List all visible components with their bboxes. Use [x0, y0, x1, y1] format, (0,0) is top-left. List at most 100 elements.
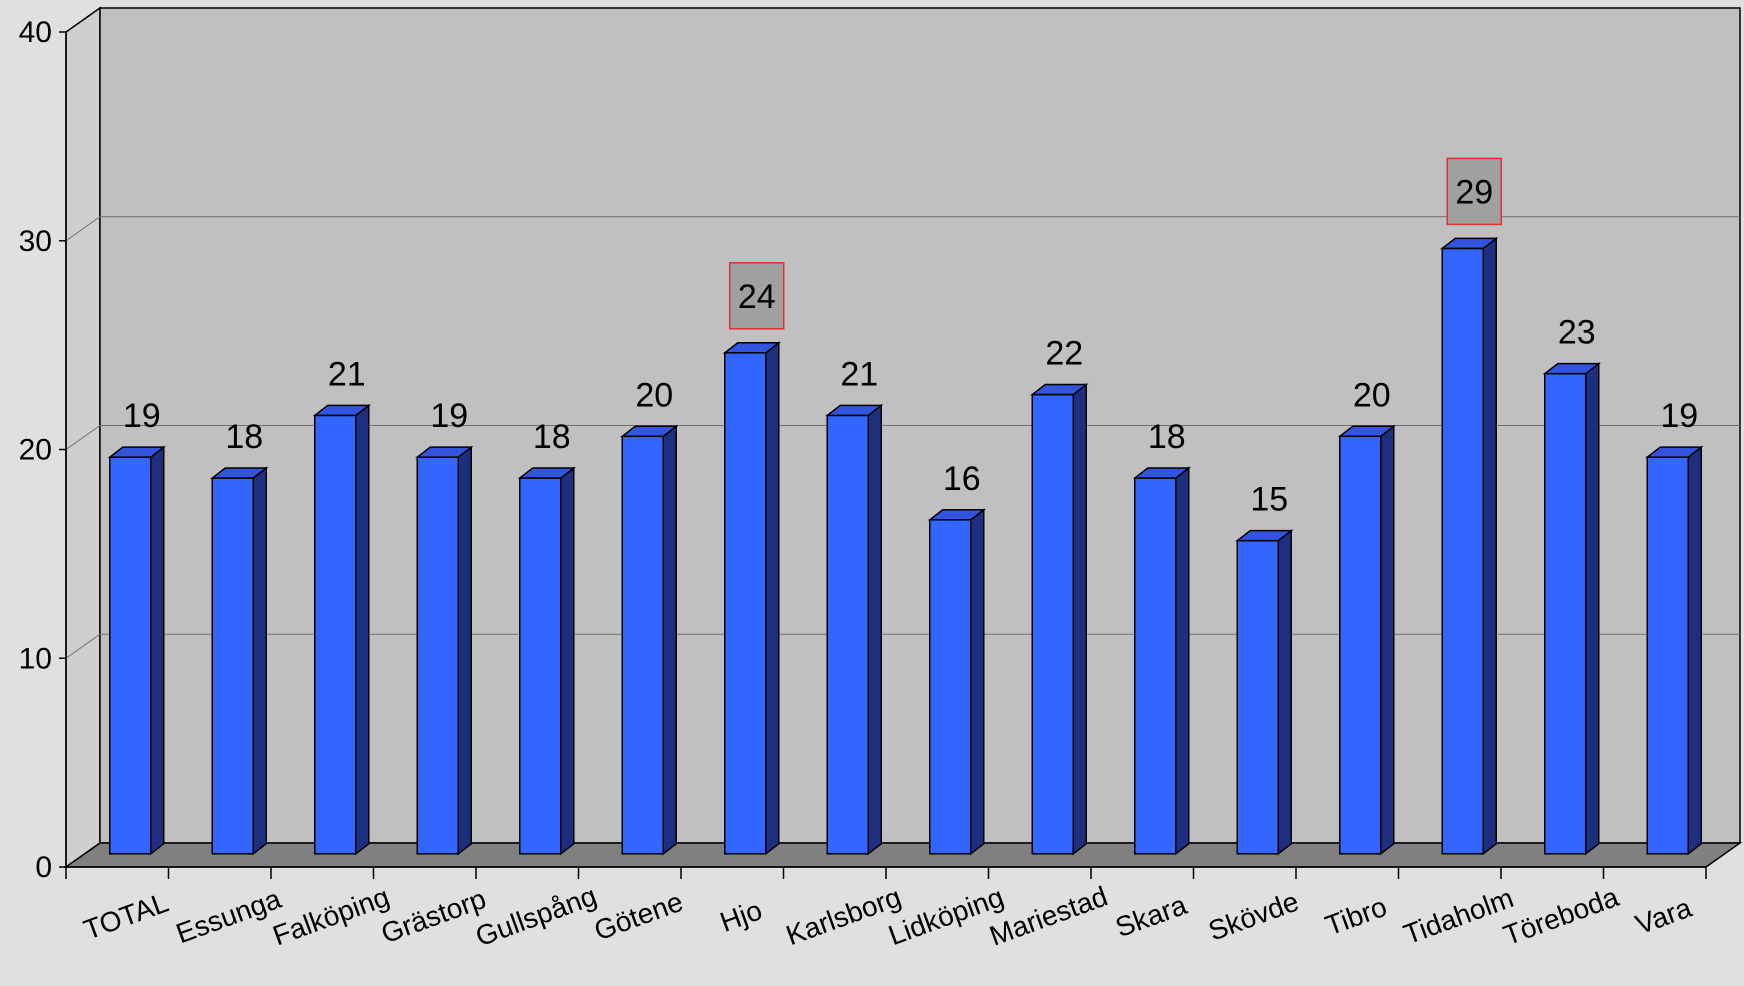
bar-front	[416, 456, 459, 855]
bar-top	[1235, 529, 1294, 542]
bar-front	[1544, 372, 1587, 855]
data-label: 18	[225, 418, 263, 456]
bar-side	[1277, 529, 1292, 856]
x-tick-label: Mariestad	[985, 880, 1111, 951]
bar-front	[1441, 247, 1484, 855]
data-label-highlight	[1446, 157, 1502, 226]
bar	[210, 466, 269, 856]
bar-top	[1030, 383, 1089, 396]
bar-side	[1380, 424, 1395, 856]
bar	[1132, 466, 1191, 856]
bar-side	[150, 445, 165, 856]
bar	[1440, 236, 1499, 856]
data-label: 16	[943, 460, 981, 498]
data-label: 20	[635, 376, 673, 414]
bar-front	[314, 414, 357, 855]
y-tick-label: 20	[19, 434, 52, 467]
bar-front	[1236, 539, 1279, 855]
bar-top	[1132, 467, 1191, 479]
data-label: 15	[1250, 481, 1288, 519]
bar-side	[457, 445, 472, 856]
gridline	[65, 216, 101, 242]
bar	[825, 403, 884, 856]
bar-side	[662, 424, 677, 856]
x-tick-label: Hjo	[716, 894, 766, 938]
bars	[107, 236, 1704, 856]
data-label-highlight	[729, 262, 785, 330]
bar-front	[929, 519, 972, 855]
bar	[517, 466, 576, 856]
x-tick-label: Falköping	[269, 881, 394, 952]
bar-front	[1339, 435, 1382, 855]
bar-top	[620, 425, 679, 438]
data-label: 19	[1660, 397, 1698, 435]
bar-top	[722, 342, 781, 354]
data-label: 18	[533, 418, 571, 456]
bar-front	[211, 477, 254, 855]
bar-front	[826, 414, 869, 855]
bar-side	[252, 466, 267, 856]
data-label: 23	[1558, 314, 1596, 352]
bar-top	[1337, 425, 1396, 438]
bar	[1235, 529, 1294, 856]
bar-front	[1134, 477, 1177, 855]
bar-side	[1175, 466, 1190, 856]
bar-side	[1687, 445, 1702, 856]
bar-front	[724, 352, 767, 855]
axes: 0 10 20 30 40	[19, 16, 1707, 884]
data-label: 18	[1148, 418, 1186, 456]
bar-top	[312, 404, 371, 417]
bar-top	[927, 509, 986, 521]
x-tick-label: Skara	[1111, 889, 1191, 943]
bar-top	[415, 446, 474, 458]
x-tick-label: Tidaholm	[1400, 882, 1518, 950]
x-tick-label: Tibro	[1321, 891, 1391, 942]
bar-front	[1031, 393, 1074, 855]
bar-top	[210, 467, 269, 479]
x-tick-label: Skövde	[1204, 886, 1302, 947]
bar	[927, 508, 986, 856]
bar	[620, 424, 679, 856]
bar-front	[621, 435, 664, 855]
x-tick-label: Götene	[590, 886, 687, 947]
data-label: 19	[430, 397, 468, 435]
bar-top	[1440, 237, 1499, 250]
bar-top	[1645, 446, 1704, 458]
bar-top	[107, 446, 166, 458]
bar-front	[519, 477, 562, 855]
bar	[415, 445, 474, 856]
bar-side	[970, 508, 985, 856]
bar-side	[1482, 236, 1497, 856]
bar	[722, 341, 781, 856]
x-tick-label: Gullspång	[471, 880, 600, 952]
bar-side	[560, 466, 575, 856]
bar-top	[825, 404, 884, 417]
data-label: 21	[328, 355, 366, 393]
bar	[1542, 362, 1601, 856]
bar-side	[1585, 362, 1600, 856]
bar	[107, 445, 166, 856]
y-tick-label: 30	[19, 225, 52, 258]
y-tick-label: 40	[19, 16, 52, 49]
y-tick-label: 10	[19, 642, 52, 675]
gridline	[65, 425, 101, 450]
x-tick-label: Grästorp	[377, 883, 490, 949]
x-tick-label: Vara	[1631, 892, 1696, 941]
bar-side	[355, 403, 370, 856]
x-tick-label: Lidköping	[884, 881, 1007, 951]
data-label: 29	[1455, 173, 1493, 211]
bar	[1337, 424, 1396, 856]
y-tick-label: 0	[35, 851, 52, 884]
bar	[1030, 383, 1089, 856]
bar-front	[1646, 456, 1689, 855]
bar-side	[867, 403, 882, 856]
gridline	[65, 633, 101, 659]
bar	[312, 403, 371, 856]
x-tick-label: TOTAL	[80, 887, 173, 946]
data-label: 19	[123, 397, 161, 435]
data-label: 21	[840, 355, 878, 393]
x-tick-label: Essunga	[172, 883, 285, 950]
x-tick-label: Töreboda	[1499, 881, 1623, 951]
bar	[1645, 445, 1704, 856]
